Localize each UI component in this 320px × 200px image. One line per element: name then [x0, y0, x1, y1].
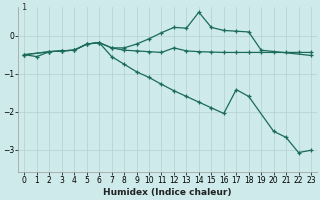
Text: 1: 1	[21, 3, 26, 12]
X-axis label: Humidex (Indice chaleur): Humidex (Indice chaleur)	[103, 188, 232, 197]
